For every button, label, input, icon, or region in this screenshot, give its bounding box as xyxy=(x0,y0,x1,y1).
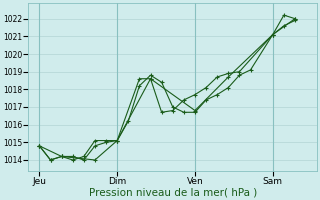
X-axis label: Pression niveau de la mer( hPa ): Pression niveau de la mer( hPa ) xyxy=(89,187,257,197)
